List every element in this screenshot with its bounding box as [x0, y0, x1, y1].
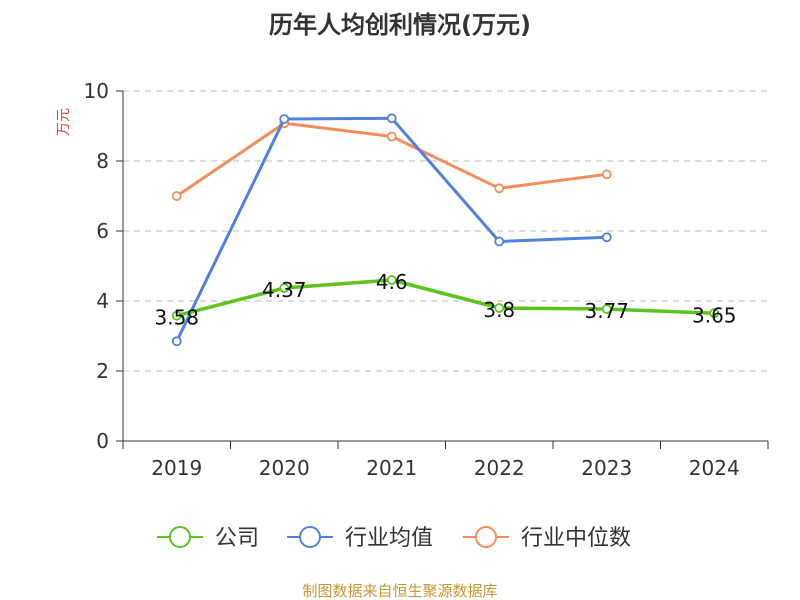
data-point[interactable] — [709, 308, 720, 319]
data-point[interactable] — [494, 183, 505, 194]
data-point[interactable] — [386, 131, 397, 142]
data-point[interactable] — [601, 304, 612, 314]
data-label: 3.65 — [692, 303, 737, 327]
x-tick-label: 2019 — [151, 456, 202, 480]
data-point[interactable] — [171, 310, 182, 321]
data-point[interactable] — [386, 113, 397, 124]
chart-title: 历年人均创利情况(万元) — [269, 11, 531, 39]
y-tick-label: 4 — [96, 289, 109, 313]
y-tick-label: 2 — [96, 359, 109, 383]
legend-item[interactable]: 公司 — [157, 526, 259, 551]
data-label: 4.6 — [376, 270, 408, 294]
data-point[interactable] — [386, 275, 397, 285]
legend-marker-icon — [169, 526, 191, 548]
series-company — [171, 275, 720, 321]
series-line — [176, 278, 715, 318]
data-label: 4.37 — [262, 278, 307, 302]
y-tick-label: 10 — [84, 79, 109, 103]
series-lines — [171, 113, 720, 347]
data-point[interactable] — [601, 232, 612, 243]
source-note: 制图数据来自恒生聚源数据库 — [302, 582, 497, 600]
data-point[interactable] — [601, 169, 612, 180]
legend[interactable]: 公司 行业均值 行业中位数 — [157, 526, 631, 551]
data-point[interactable] — [494, 236, 505, 247]
y-axis-label: 万元 — [56, 108, 72, 136]
data-point[interactable] — [279, 283, 290, 293]
legend-item[interactable]: 行业均值 — [287, 526, 433, 551]
data-point[interactable] — [494, 303, 505, 313]
data-point[interactable] — [171, 336, 182, 347]
y-tick-label: 6 — [96, 219, 109, 243]
legend-item[interactable]: 行业中位数 — [463, 526, 631, 551]
x-tick-label: 2021 — [366, 456, 417, 480]
legend-marker-icon — [475, 526, 497, 548]
x-tick-label: 2023 — [581, 456, 632, 480]
grid-lines — [123, 90, 768, 372]
x-tick-label: 2022 — [474, 456, 525, 480]
legend-marker-icon — [299, 526, 321, 548]
data-labels: 3.58 4.37 4.6 3.8 3.77 3.65 — [154, 270, 736, 330]
x-tick-label: 2024 — [689, 456, 740, 480]
legend-label: 行业中位数 — [521, 526, 631, 551]
legend-label: 行业均值 — [345, 526, 433, 551]
data-point[interactable] — [279, 114, 290, 124]
x-tick-label: 2020 — [259, 456, 310, 480]
data-label: 3.8 — [483, 298, 515, 322]
data-label: 3.58 — [154, 306, 199, 330]
y-tick-label: 0 — [96, 429, 109, 453]
series-industry-average — [171, 113, 612, 347]
legend-label: 公司 — [215, 526, 259, 551]
y-tick-label: 8 — [96, 149, 109, 173]
axes: 0 2 4 6 8 10 2019 2020 2021 2022 2023 2024 — [84, 79, 769, 480]
data-label: 3.77 — [584, 299, 629, 323]
series-industry-median — [171, 118, 612, 201]
data-point[interactable] — [171, 191, 182, 201]
